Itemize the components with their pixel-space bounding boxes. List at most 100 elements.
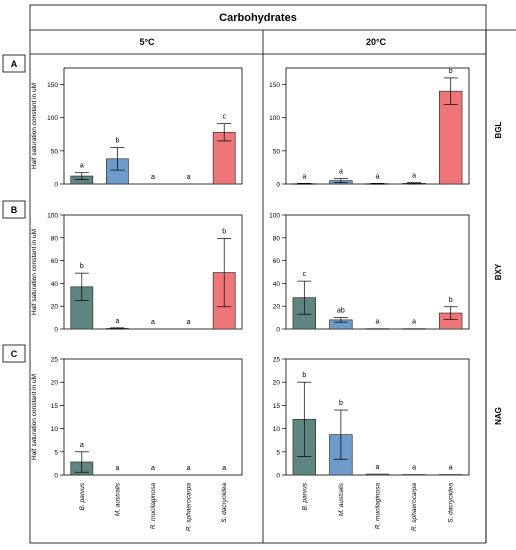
y-tick-label: 0 <box>276 182 280 189</box>
chart-panel: 0 20 40 60 80 100 Half saturation constant in … <box>2 200 243 334</box>
significance-letter: b <box>115 138 119 145</box>
significance-letter: a <box>151 174 155 181</box>
y-tick-label: 10 <box>51 426 59 433</box>
x-tick-label: S. dacryoidea <box>221 483 228 523</box>
x-tick-label: M. australis <box>338 482 345 516</box>
x-tick-label: R. mucilaginosa <box>150 483 157 530</box>
row-label: BXY <box>494 263 503 280</box>
y-tick-label: 20 <box>51 380 59 387</box>
significance-letter: a <box>412 173 416 180</box>
significance-letter: a <box>151 319 155 326</box>
panel-letter-box <box>2 200 26 219</box>
y-tick-label: 60 <box>51 258 59 265</box>
outer-border <box>29 4 487 544</box>
significance-letter: b <box>222 228 226 235</box>
y-axis-label: Half saturation constant in uM <box>31 83 38 169</box>
significance-letter: a <box>339 169 343 176</box>
panel-letter: A <box>11 59 18 69</box>
column-title-5c: 5°C <box>139 37 155 47</box>
column-title-20c: 20°C <box>366 37 387 47</box>
figure-frame <box>29 4 516 544</box>
y-tick-label: 80 <box>51 235 59 242</box>
significance-letter: a <box>80 163 84 170</box>
significance-letter: b <box>339 400 343 407</box>
significance-letter: a <box>376 464 380 471</box>
y-tick-label: 60 <box>273 258 281 265</box>
y-tick-label: 100 <box>269 213 280 220</box>
significance-letter: b <box>449 68 453 75</box>
significance-letter: b <box>80 263 84 270</box>
significance-letter: a <box>115 465 119 472</box>
y-tick-label: 100 <box>47 115 58 122</box>
chart-panel: 0 5 10 15 20 25 b b a a a NAG B. parvus M. australis R… <box>273 357 503 532</box>
significance-letter: a <box>412 465 416 472</box>
y-tick-label: 5 <box>54 449 58 456</box>
y-tick-label: 0 <box>54 182 58 189</box>
panel-letter: C <box>11 349 18 359</box>
y-tick-label: 150 <box>269 82 280 89</box>
x-tick-label: R. mucilaginosa <box>375 483 382 530</box>
y-tick-label: 20 <box>273 304 281 311</box>
bar <box>439 90 463 185</box>
x-tick-label: R. sphaerocarpa <box>411 483 418 531</box>
significance-letter: a <box>80 442 84 449</box>
y-tick-label: 100 <box>269 115 280 122</box>
y-tick-label: 50 <box>273 148 281 155</box>
significance-letter: a <box>449 465 453 472</box>
y-tick-label: 0 <box>54 327 58 334</box>
y-tick-label: 50 <box>51 148 59 155</box>
y-tick-label: 100 <box>47 213 58 220</box>
significance-letter: a <box>115 318 119 325</box>
significance-letter: ab <box>337 308 345 315</box>
y-tick-label: 40 <box>273 281 281 288</box>
significance-letter: b <box>449 297 453 304</box>
bar <box>402 328 426 330</box>
y-tick-label: 20 <box>273 380 281 387</box>
x-tick-label: B. parvus <box>79 482 86 510</box>
y-tick-label: 0 <box>276 327 280 334</box>
panel-letter-box <box>2 54 26 73</box>
figure-header: Carbohydrates <box>219 12 297 24</box>
significance-letter: a <box>412 319 416 326</box>
y-tick-label: 0 <box>54 473 58 480</box>
panel-letter-box <box>2 344 26 363</box>
significance-letter: a <box>151 465 155 472</box>
y-tick-label: 80 <box>273 235 281 242</box>
chart-panel: 0 50 100 150 a a a a b BGL <box>269 67 503 189</box>
y-tick-label: 25 <box>273 357 281 364</box>
plot-area <box>63 214 243 330</box>
plot-area <box>63 358 243 476</box>
significance-letter: c <box>303 271 307 278</box>
significance-letter: a <box>376 173 380 180</box>
bar <box>402 474 426 476</box>
y-axis-label: Half saturation constant in uM <box>31 374 38 460</box>
y-tick-label: 20 <box>51 304 59 311</box>
y-tick-label: 10 <box>273 426 281 433</box>
x-tick-label: R. sphaerocarpa <box>186 483 193 531</box>
y-tick-label: 0 <box>276 473 280 480</box>
row-label: NAG <box>494 407 503 425</box>
y-tick-label: 5 <box>276 449 280 456</box>
y-axis-label: Half saturation constant in uM <box>31 229 38 315</box>
y-tick-label: 15 <box>51 403 59 410</box>
significance-letter: a <box>187 465 191 472</box>
y-tick-label: 25 <box>51 357 59 364</box>
x-tick-label: S. dacryoidea <box>448 483 455 523</box>
row-label: BGL <box>494 121 503 138</box>
bar <box>439 474 463 476</box>
y-tick-label: 150 <box>47 82 58 89</box>
significance-letter: a <box>187 319 191 326</box>
significance-letter: c <box>222 114 226 121</box>
x-tick-label: M. australis <box>114 482 121 516</box>
chart-panel: 0 5 10 15 20 25 Half saturation constant in uM… <box>2 344 243 531</box>
significance-letter: a <box>187 174 191 181</box>
plot-area <box>63 67 243 185</box>
significance-letter: a <box>302 173 306 180</box>
significance-letter: b <box>302 372 306 379</box>
significance-letter: a <box>222 465 226 472</box>
chart-panel: 0 50 100 150 Half saturation constant in uM a… <box>2 54 243 189</box>
x-tick-label: B. parvus <box>301 482 308 510</box>
